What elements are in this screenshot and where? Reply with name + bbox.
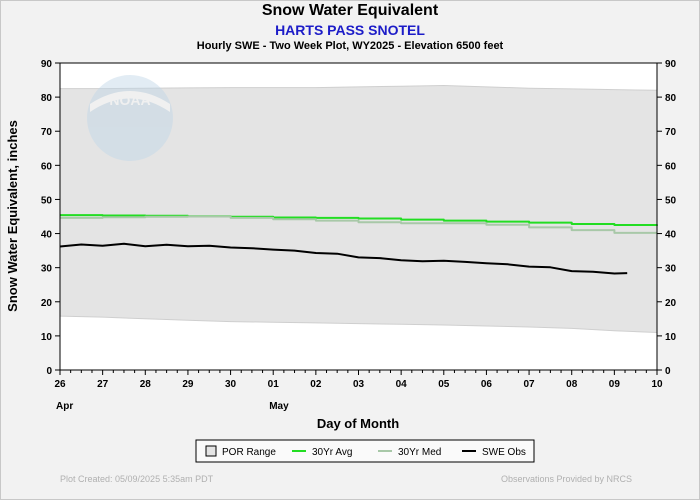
y-tick-label-left: 0	[46, 366, 52, 377]
x-tick-label: 05	[438, 379, 450, 390]
legend-label-med: 30Yr Med	[398, 447, 441, 458]
y-tick-label-right: 0	[665, 366, 671, 377]
y-tick-label-left: 80	[41, 93, 53, 104]
y-axis-label: Snow Water Equivalent, inches	[5, 120, 20, 312]
x-tick-label: 08	[566, 379, 578, 390]
plot-created-note: Plot Created: 05/09/2025 5:35am PDT	[60, 474, 214, 484]
credit-note: Observations Provided by NRCS	[500, 474, 632, 484]
legend-label-obs: SWE Obs	[482, 447, 526, 458]
x-tick-label: 09	[609, 379, 621, 390]
x-axis: 26 27 28 29 30 01 02 03 04 05 06 07 08 09 10 Apr May	[54, 370, 663, 412]
legend-swatch-por	[205, 445, 217, 457]
noaa-logo: NOAA	[87, 75, 173, 161]
series-30yr-med	[60, 215, 657, 234]
y-tick-label-left: 50	[41, 195, 53, 206]
x-tick-label: 03	[353, 379, 365, 390]
x-tick-label: 27	[97, 379, 109, 390]
x-tick-label: 26	[54, 379, 66, 390]
series-swe-obs	[59, 242, 628, 275]
y-tick-label-right: 20	[665, 298, 677, 309]
x-tick-label: 10	[651, 379, 663, 390]
chart-title: Snow Water Equivalent	[261, 2, 439, 19]
x-axis-label: Day of Month	[317, 416, 399, 431]
x-tick-label: 02	[310, 379, 322, 390]
por-range-upper-edge	[60, 84, 658, 91]
y-axis-left: 0 10 20 30 40 50 60 70 80 90	[41, 59, 60, 377]
month-label: May	[269, 401, 289, 412]
x-tick-label: 01	[268, 379, 280, 390]
y-tick-label-left: 70	[41, 127, 53, 138]
por-range-band	[60, 85, 657, 333]
x-tick-label: 06	[481, 379, 493, 390]
noaa-logo-text: NOAA	[109, 92, 150, 108]
y-tick-label-right: 90	[665, 59, 677, 70]
y-tick-label-left: 20	[41, 298, 53, 309]
y-tick-label-right: 30	[665, 264, 677, 275]
y-tick-label-right: 70	[665, 127, 677, 138]
legend: POR Range 30Yr Avg 30Yr Med SWE Obs	[195, 439, 535, 463]
y-tick-label-left: 30	[41, 264, 53, 275]
x-tick-label: 30	[225, 379, 237, 390]
y-tick-label-left: 90	[41, 59, 53, 70]
x-tick-label: 04	[396, 379, 408, 390]
x-tick-label: 07	[524, 379, 536, 390]
y-tick-label-right: 10	[665, 332, 677, 343]
x-tick-label: 29	[182, 379, 194, 390]
x-tick-label: 28	[140, 379, 152, 390]
legend-label-por: POR Range	[222, 447, 276, 458]
chart-subtitle: Hourly SWE - Two Week Plot, WY2025 - Ele…	[196, 40, 504, 52]
y-axis-right: 0 10 20 30 40 50 60 70 80 90	[657, 59, 677, 377]
y-tick-label-right: 40	[665, 230, 677, 241]
y-tick-label-left: 40	[41, 230, 53, 241]
y-tick-label-right: 60	[665, 161, 677, 172]
series-layer	[59, 214, 658, 275]
y-tick-label-right: 50	[665, 195, 677, 206]
station-name: HARTS PASS SNOTEL	[275, 22, 425, 38]
por-range-lower-edge	[59, 315, 658, 333]
y-tick-label-right: 80	[665, 93, 677, 104]
y-tick-label-left: 60	[41, 161, 53, 172]
legend-box	[195, 439, 535, 463]
por-range-layer	[59, 84, 658, 333]
legend-label-avg: 30Yr Avg	[312, 447, 352, 458]
y-tick-label-left: 10	[41, 332, 53, 343]
month-label: Apr	[56, 401, 73, 412]
